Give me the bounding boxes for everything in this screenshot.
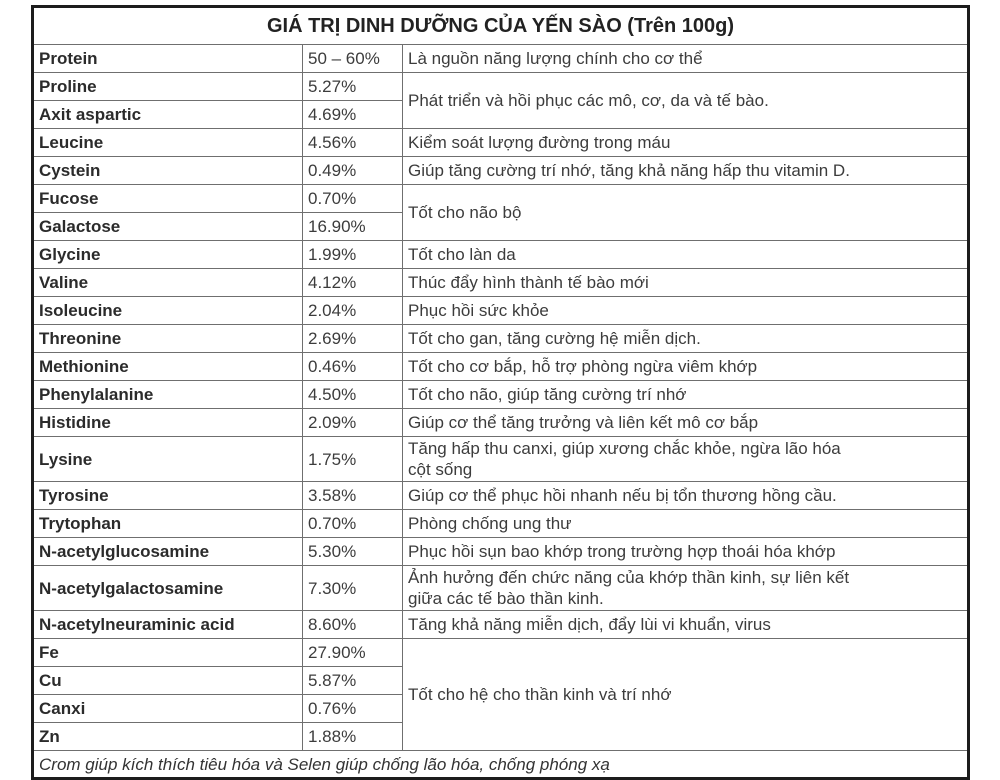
table-row: Isoleucine 2.04% Phục hồi sức khỏe bbox=[32, 296, 969, 325]
nutrient-name: Threonine bbox=[32, 324, 303, 353]
nutrient-benefit: Phục hồi sụn bao khớp trong trường hợp t… bbox=[402, 537, 969, 566]
nutrient-percentage: 0.46% bbox=[302, 352, 403, 381]
nutrient-percentage: 2.09% bbox=[302, 408, 403, 437]
nutrient-name: Histidine bbox=[32, 408, 303, 437]
nutrient-benefit: Tăng hấp thu canxi, giúp xương chắc khỏe… bbox=[402, 436, 969, 482]
nutrient-benefit: Giúp cơ thể tăng trưởng và liên kết mô c… bbox=[402, 408, 969, 437]
nutrient-percentage: 5.30% bbox=[302, 537, 403, 566]
nutrient-benefit: Kiểm soát lượng đường trong máu bbox=[402, 128, 969, 157]
nutrient-benefit: Giúp tăng cường trí nhớ, tăng khả năng h… bbox=[402, 156, 969, 185]
nutrient-percentage: 4.50% bbox=[302, 380, 403, 409]
nutrient-name: Protein bbox=[32, 44, 303, 73]
table-row: Lysine 1.75% Tăng hấp thu canxi, giúp xươn… bbox=[32, 436, 969, 482]
nutrient-name: N-acetylneuraminic acid bbox=[32, 610, 303, 639]
table-row: Cystein 0.49% Giúp tăng cường trí nhớ, tăn… bbox=[32, 156, 969, 185]
nutrient-benefit: Giúp cơ thể phục hồi nhanh nếu bị tổn th… bbox=[402, 481, 969, 510]
nutrient-name: Trytophan bbox=[32, 509, 303, 538]
table-row: Proline 5.27% Phát triển và hồi phục các m… bbox=[32, 72, 969, 129]
nutrient-benefit: Tốt cho não bộ bbox=[402, 184, 969, 241]
nutrient-benefit: Phát triển và hồi phục các mô, cơ, da và… bbox=[402, 72, 969, 129]
nutrient-percentage: 0.70% bbox=[302, 184, 403, 213]
table-footer-note: Crom giúp kích thích tiêu hóa và Selen g… bbox=[32, 750, 969, 779]
nutrient-percentage: 0.49% bbox=[302, 156, 403, 185]
nutrient-name: Glycine bbox=[32, 240, 303, 269]
nutrient-benefit: Ảnh hưởng đến chức năng của khớp thần ki… bbox=[402, 565, 969, 611]
nutrient-benefit: Là nguồn năng lượng chính cho cơ thể bbox=[402, 44, 969, 73]
nutrient-name: Fe bbox=[32, 638, 303, 667]
table-title-row: GIÁ TRỊ DINH DƯỠNG CỦA YẾN SÀO (Trên 100… bbox=[32, 6, 969, 45]
nutrient-percentage: 27.90% bbox=[302, 638, 403, 667]
table-row: Trytophan 0.70% Phòng chống ung thư bbox=[32, 509, 969, 538]
nutrient-name: Fucose bbox=[32, 184, 303, 213]
nutrient-percentage: 1.88% bbox=[302, 722, 403, 751]
table-footer-row: Crom giúp kích thích tiêu hóa và Selen g… bbox=[32, 750, 969, 779]
table-body: GIÁ TRỊ DINH DƯỠNG CỦA YẾN SÀO (Trên 100… bbox=[32, 6, 969, 779]
table-row: N-acetylneuraminic acid 8.60% Tăng khả năn… bbox=[32, 610, 969, 639]
nutrient-percentage: 2.04% bbox=[302, 296, 403, 325]
nutrient-percentage: 5.27% bbox=[302, 72, 403, 101]
nutrient-name: Phenylalanine bbox=[32, 380, 303, 409]
nutrient-name: Galactose bbox=[32, 212, 303, 241]
nutrient-name: Leucine bbox=[32, 128, 303, 157]
nutrient-benefit: Phòng chống ung thư bbox=[402, 509, 969, 538]
nutrient-name: Tyrosine bbox=[32, 481, 303, 510]
nutrient-percentage: 5.87% bbox=[302, 666, 403, 695]
nutrient-percentage: 1.99% bbox=[302, 240, 403, 269]
nutrient-percentage: 7.30% bbox=[302, 565, 403, 611]
table-title: GIÁ TRỊ DINH DƯỠNG CỦA YẾN SÀO (Trên 100… bbox=[32, 6, 969, 45]
nutrient-percentage: 50 – 60% bbox=[302, 44, 403, 73]
nutrient-percentage: 4.56% bbox=[302, 128, 403, 157]
nutrient-name: N-acetylglucosamine bbox=[32, 537, 303, 566]
table-row: Phenylalanine 4.50% Tốt cho não, giúp tăng… bbox=[32, 380, 969, 409]
nutrient-name: Lysine bbox=[32, 436, 303, 482]
nutrient-percentage: 4.12% bbox=[302, 268, 403, 297]
table-row: Tyrosine 3.58% Giúp cơ thể phục hồi nhanh … bbox=[32, 481, 969, 510]
nutrient-name: Cystein bbox=[32, 156, 303, 185]
nutrition-table-container: GIÁ TRỊ DINH DƯỠNG CỦA YẾN SÀO (Trên 100… bbox=[31, 5, 970, 780]
nutrient-name: Valine bbox=[32, 268, 303, 297]
table-row: Protein 50 – 60% Là nguồn năng lượng chính… bbox=[32, 44, 969, 73]
nutrient-percentage: 1.75% bbox=[302, 436, 403, 482]
table-row: Canxi 0.76% bbox=[32, 694, 969, 723]
nutrient-percentage: 3.58% bbox=[302, 481, 403, 510]
table-row: Histidine 2.09% Giúp cơ thể tăng trưởng và… bbox=[32, 408, 969, 437]
nutrition-table: GIÁ TRỊ DINH DƯỠNG CỦA YẾN SÀO (Trên 100… bbox=[31, 5, 970, 780]
nutrient-benefit: Thúc đẩy hình thành tế bào mới bbox=[402, 268, 969, 297]
table-row: Axit aspartic 4.69% bbox=[32, 100, 969, 129]
nutrient-name: Isoleucine bbox=[32, 296, 303, 325]
nutrient-benefit: Tốt cho gan, tăng cường hệ miễn dịch. bbox=[402, 324, 969, 353]
nutrient-benefit: Tốt cho não, giúp tăng cường trí nhớ bbox=[402, 380, 969, 409]
table-row: Glycine 1.99% Tốt cho làn da bbox=[32, 240, 969, 269]
table-row: Fe 27.90% Tốt cho hệ cho thần kinh và trí … bbox=[32, 638, 969, 751]
nutrient-percentage: 2.69% bbox=[302, 324, 403, 353]
nutrient-percentage: 4.69% bbox=[302, 100, 403, 129]
table-row: Galactose 16.90% bbox=[32, 212, 969, 241]
nutrient-name: Axit aspartic bbox=[32, 100, 303, 129]
nutrient-benefit: Tốt cho hệ cho thần kinh và trí nhớ bbox=[402, 638, 969, 751]
nutrient-name: Zn bbox=[32, 722, 303, 751]
nutrient-name: Canxi bbox=[32, 694, 303, 723]
table-row: Fucose 0.70% Tốt cho não bộ bbox=[32, 184, 969, 241]
nutrient-percentage: 0.70% bbox=[302, 509, 403, 538]
table-row: N-acetylglucosamine 5.30% Phục hồi sụn bao… bbox=[32, 537, 969, 566]
table-row: Valine 4.12% Thúc đẩy hình thành tế bào mớ… bbox=[32, 268, 969, 297]
nutrient-name: N-acetylgalactosamine bbox=[32, 565, 303, 611]
nutrient-percentage: 16.90% bbox=[302, 212, 403, 241]
nutrient-percentage: 8.60% bbox=[302, 610, 403, 639]
nutrient-name: Methionine bbox=[32, 352, 303, 381]
nutrient-name: Proline bbox=[32, 72, 303, 101]
nutrient-benefit: Tăng khả năng miễn dịch, đẩy lùi vi khuẩ… bbox=[402, 610, 969, 639]
table-row: Threonine 2.69% Tốt cho gan, tăng cường hệ… bbox=[32, 324, 969, 353]
nutrient-percentage: 0.76% bbox=[302, 694, 403, 723]
table-row: Leucine 4.56% Kiểm soát lượng đường trong … bbox=[32, 128, 969, 157]
nutrient-name: Cu bbox=[32, 666, 303, 695]
nutrient-benefit: Tốt cho cơ bắp, hỗ trợ phòng ngừa viêm k… bbox=[402, 352, 969, 381]
nutrient-benefit: Phục hồi sức khỏe bbox=[402, 296, 969, 325]
table-row: Methionine 0.46% Tốt cho cơ bắp, hỗ trợ ph… bbox=[32, 352, 969, 381]
table-row: N-acetylgalactosamine 7.30% Ảnh hưởng đến … bbox=[32, 565, 969, 611]
nutrient-benefit: Tốt cho làn da bbox=[402, 240, 969, 269]
